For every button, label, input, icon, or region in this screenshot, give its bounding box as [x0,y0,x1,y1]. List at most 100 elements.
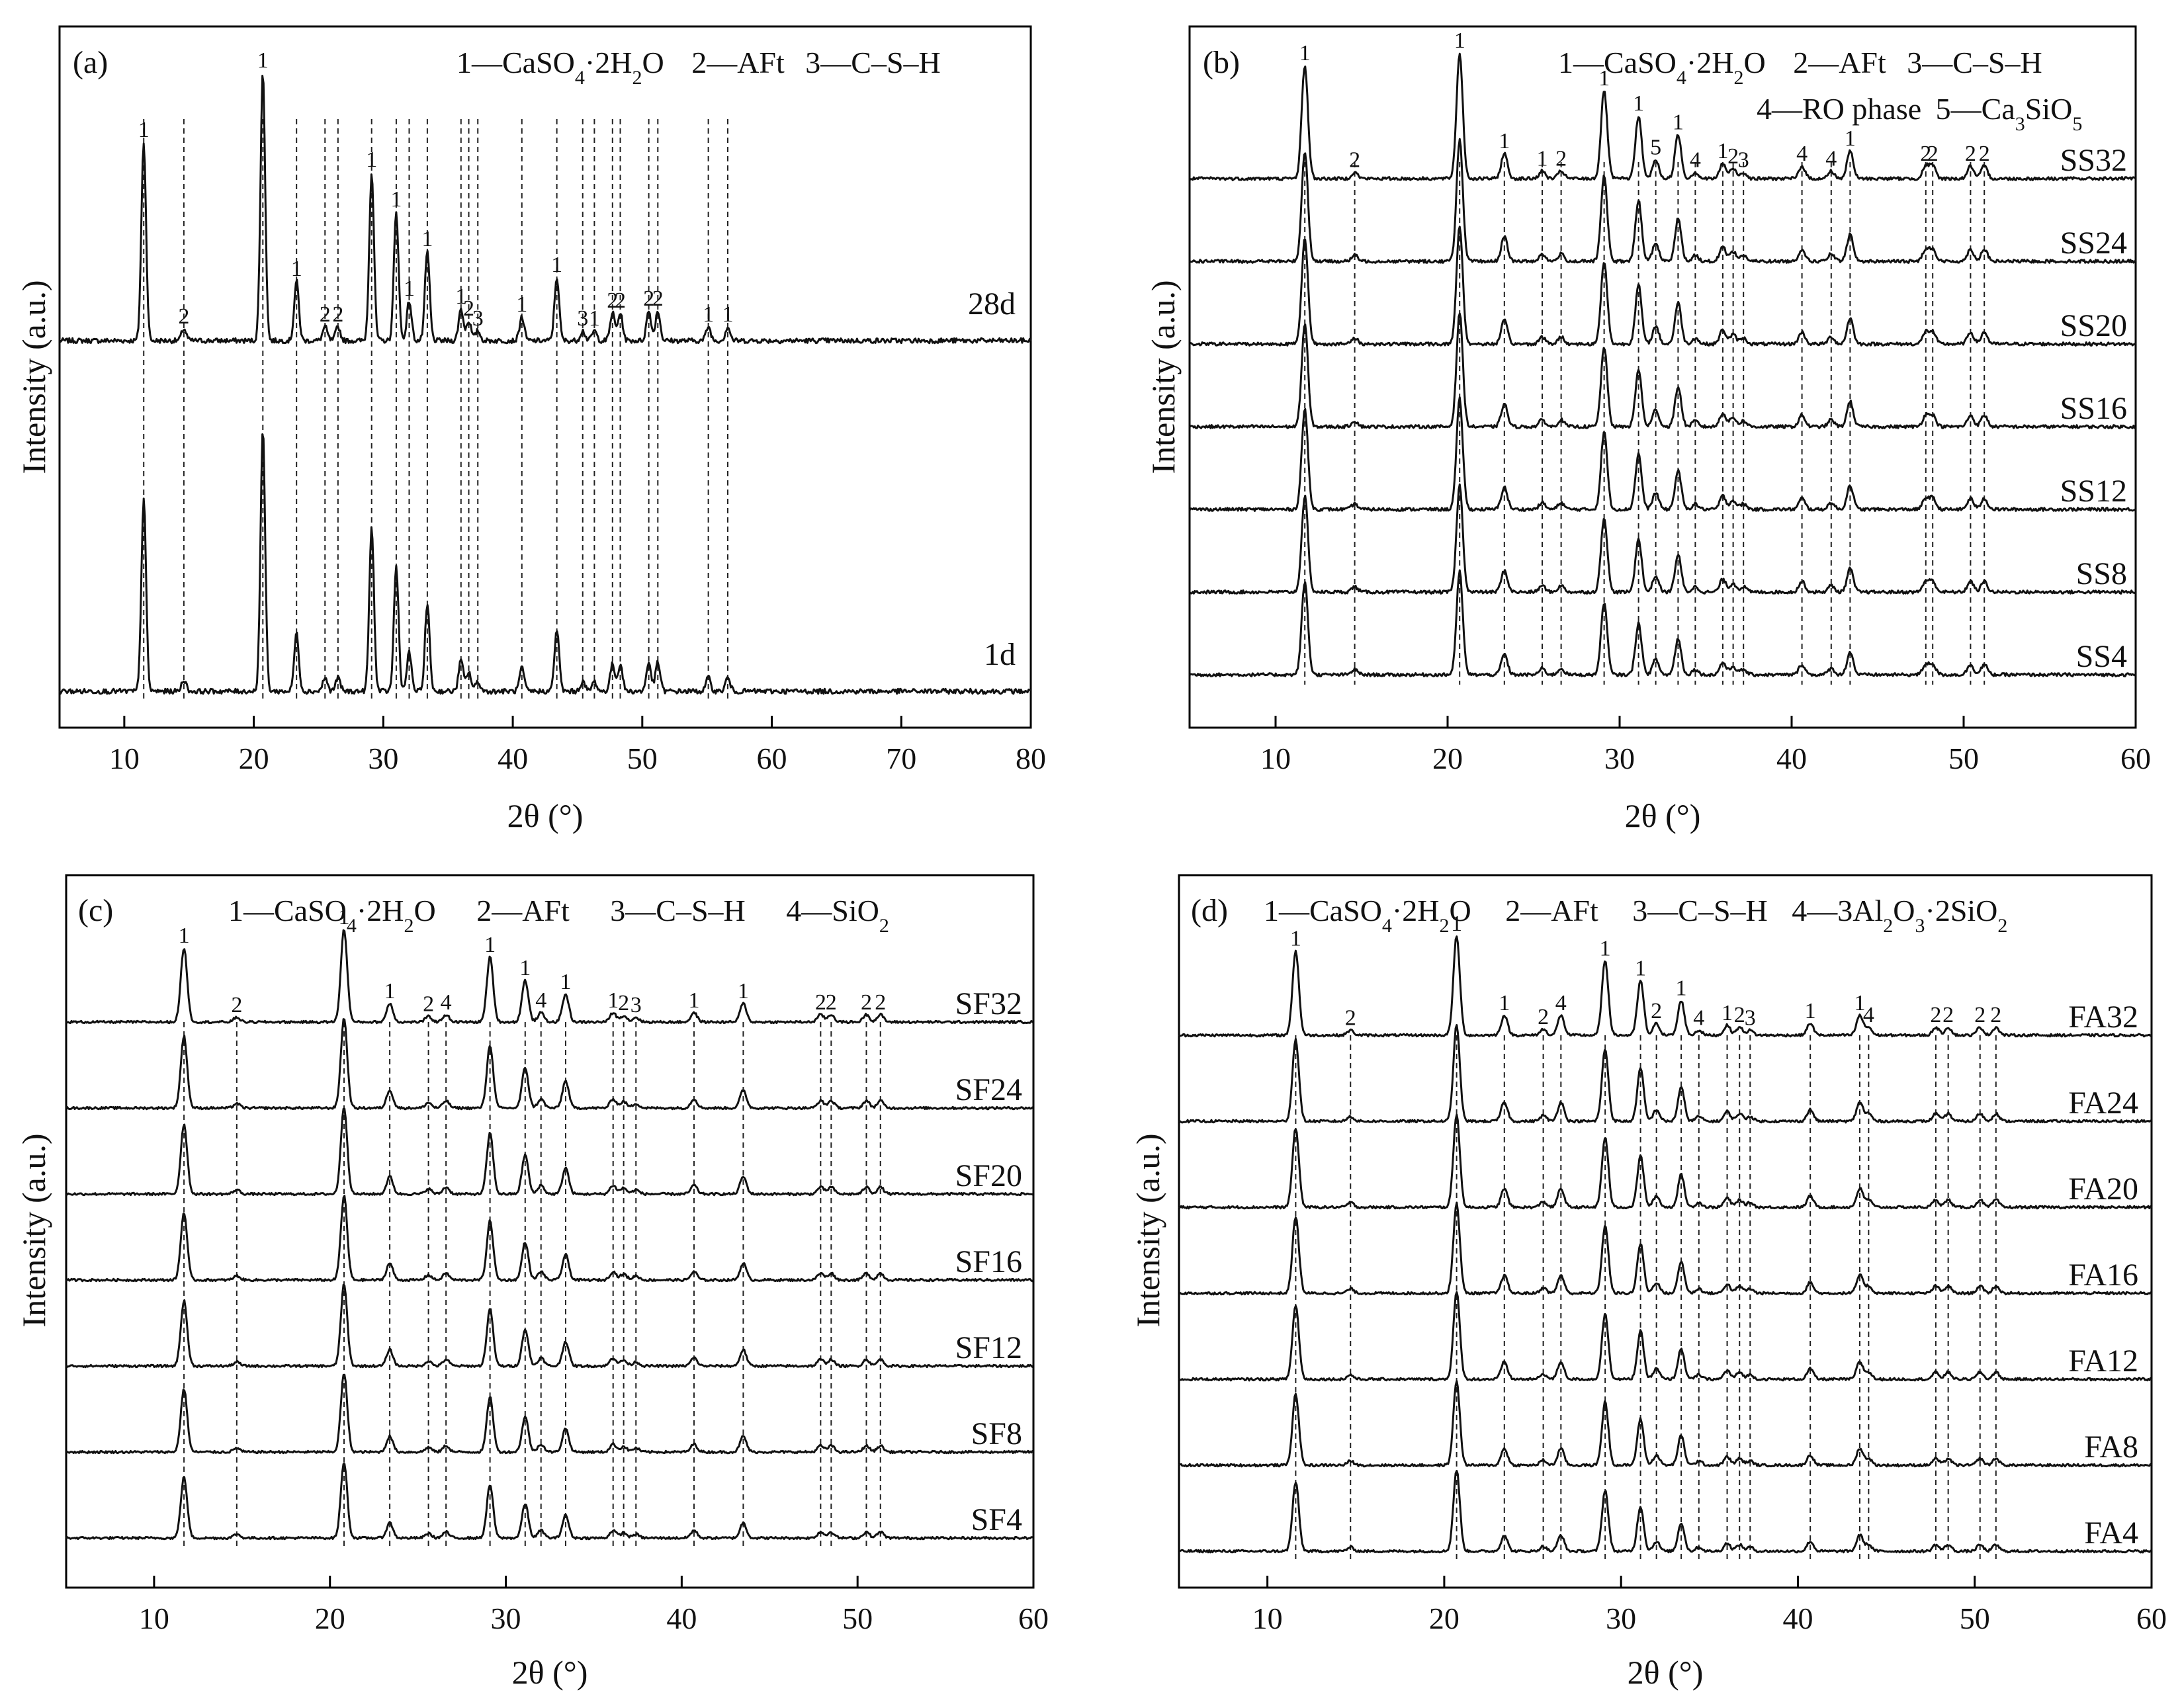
panel-b-xlabel: 2θ (°) [1625,797,1701,834]
panel-d-peak-label: 1 [1499,991,1510,1015]
panel-c-peak-label: 2 [861,990,872,1015]
panel-d-series-label: FA12 [2068,1344,2138,1379]
panel-b-trace-SS24 [1188,138,2137,264]
panel-b-frame [1188,25,2137,729]
panel-b-peak-label: 4 [1796,142,1808,166]
panel-d-xtick-label: 50 [1960,1601,1990,1635]
panel-b-series-label: SS8 [2076,556,2127,591]
panel-d-series-label: FA20 [2068,1172,2138,1207]
panel-d-peak-label: 1 [1676,976,1687,1001]
panel-c-peak-label: 2 [875,990,886,1015]
panel-c-peak-label: 1 [688,988,699,1013]
panel-d-peak-label: 2 [1942,1003,1954,1027]
panel-c-peak-label: 2 [826,990,837,1015]
panel-d-series-label: FA16 [2068,1258,2138,1293]
panel-c-trace-SF20 [65,1107,1034,1197]
panel-a-peak-label: 2 [463,296,474,321]
panel-a-peak-label: 1 [404,277,415,301]
panel-a-peak-label: 1 [421,227,433,251]
panel-b-peak-label: 1 [1499,129,1510,153]
panel-d-trace-FA4 [1178,1470,2152,1554]
panel-a-peak-label: 1 [291,257,302,281]
panel-d-peak-label: 4 [1555,991,1567,1015]
panel-c-peak-label: 2 [423,992,434,1017]
panel-d-peak-label: 1 [1635,957,1646,981]
panel-b-peak-label: 1 [1598,66,1610,91]
panel-c-xtick-label: 60 [1018,1601,1049,1635]
panel-a-peak-label: 1 [551,253,562,277]
panel-b-ylabel: Intensity (a.u.) [1145,280,1182,474]
panel-b-trace-SS8 [1188,483,2136,595]
panel-b-series-label: SS20 [2060,308,2127,343]
panel-d-peak-label: 2 [1990,1003,2001,1027]
panel-b-peak-label: 2 [1965,142,1976,166]
panel-a-peak-label: 2 [615,288,626,313]
panel-b-peak-label: 2 [1727,144,1739,169]
panel-d-xtick-label: 30 [1606,1601,1636,1635]
panel-d-trace-FA16 [1178,1201,2153,1296]
panel-c-frame [65,874,1035,1589]
panel-a-peak-label: 3 [577,306,588,331]
panel-b-xtick-label: 30 [1604,742,1635,775]
panel-d-peak-label: 2 [1930,1003,1941,1027]
panel-c-trace-SF16 [65,1195,1035,1283]
panel-a-xtick-label: 40 [498,742,528,775]
panel-d-trace-FA20 [1178,1113,2153,1210]
panel-a-peak-label: 1 [257,48,269,73]
panel-a-peak-label: 2 [178,304,189,329]
panel-a-legend: 1—CaSO4·2H2O 2—AFt 3—C–S–H [457,46,941,89]
panel-a-frame [58,25,1032,729]
panel-c-series-label: SF24 [955,1072,1022,1107]
panel-d-frame [1178,874,2153,1589]
panel-d-series-label: FA4 [2084,1516,2138,1551]
panel-a-peak-label: 1 [703,302,714,327]
panel-b-peak-label: 1 [1673,110,1684,135]
panel-a-peak-label: 2 [332,302,343,327]
panel-d-peak-label: 2 [1538,1005,1549,1029]
panel-d-peak-label: 1 [1722,1001,1733,1025]
panel-d-peak-label: 2 [1651,999,1662,1023]
panel-c-series-label: SF4 [971,1502,1022,1537]
panel-c-xlabel: 2θ (°) [512,1654,588,1691]
panel-c-peak-label: 3 [631,993,642,1017]
panel-d: (d) 1—CaSO4·2H2O 2—AFt 3—C–S–H 4—3Al2O3·… [1129,874,2167,1691]
panel-b-peak-label: 2 [1920,142,1931,166]
panel-d-peak-label: 1 [1600,937,1611,961]
panel-a-peak-label: 1 [722,302,733,327]
panel-c-peak-label: 2 [618,991,629,1015]
panel-a-peak-label: 1 [366,148,377,172]
panel-b-peak-label: 4 [1690,148,1701,173]
panel-b-series-label: SS4 [2076,639,2127,674]
panel-c-peak-label: 2 [231,993,242,1017]
panel-d-peak-label: 2 [1734,1003,1745,1027]
panel-a-series-label: 1d [984,637,1016,672]
panel-b-trace-SS4 [1188,569,2137,677]
panel-a-peak-label: 1 [390,187,402,212]
panel-d-xtick-label: 20 [1429,1601,1460,1635]
panel-c-peak-label: 1 [384,979,396,1003]
panel-a-xtick-label: 60 [757,742,787,775]
panel-c-peak-label: 4 [441,990,452,1015]
panel-c-xtick-label: 10 [139,1601,169,1635]
panel-c-peak-label: 1 [519,956,531,980]
panel-d-xtick-label: 40 [1782,1601,1813,1635]
panel-a-peak-label: 2 [643,286,654,311]
panel-c-trace-SF12 [65,1283,1034,1369]
panel-b-trace-SS12 [1188,396,2136,512]
panel-a-trace-1d [58,433,1031,695]
panel-a-xtick-label: 20 [239,742,269,775]
panel-a-series-label: 28d [968,286,1016,321]
panel-a-xtick-label: 10 [109,742,140,775]
panel-d-series-label: FA32 [2068,1000,2138,1035]
panel-a-peak-label: 2 [607,288,618,313]
panel-d-trace-FA32 [1178,935,2153,1038]
panel-c-trace-SF8 [65,1373,1035,1455]
panel-b-peak-label: 1 [1845,126,1856,151]
panel-c-peak-label: 1 [738,979,749,1003]
panel-c-xtick-label: 20 [315,1601,345,1635]
panel-b-trace-SS32 [1188,52,2136,181]
panel-b-series-label: SS16 [2060,391,2127,426]
panel-b-xtick-label: 50 [1948,742,1979,775]
panel-b-label: (b) [1203,45,1240,80]
